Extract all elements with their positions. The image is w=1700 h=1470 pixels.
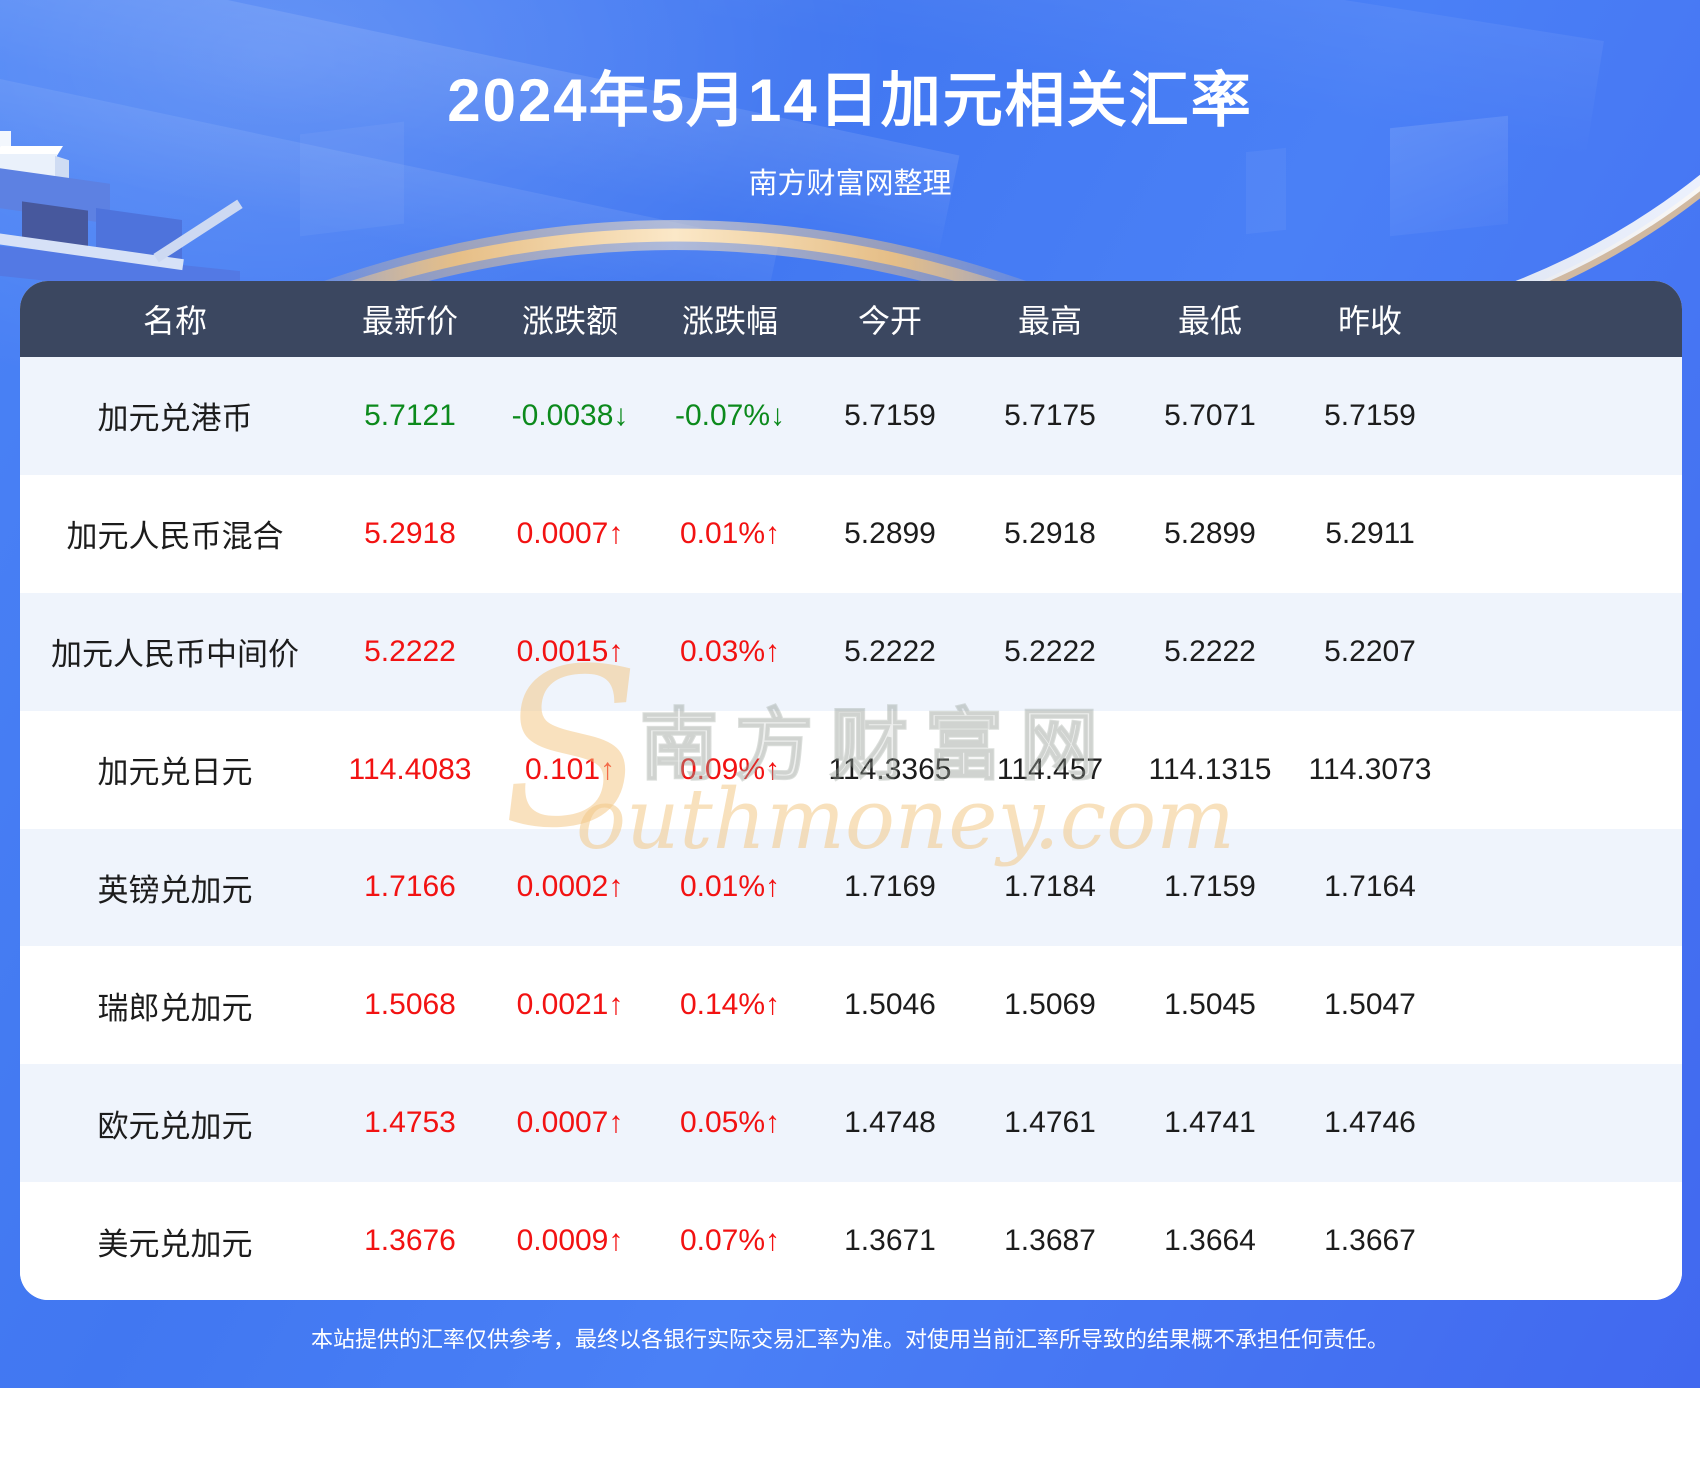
rate-row: 英镑兑加元 1.7166 0.0002↑ 0.01%↑ 1.7169 1.718… [20,828,1682,947]
latest-price-cell: 114.4083 [348,752,472,786]
latest-price-cell: 1.4753 [364,1106,456,1140]
change-percent-cell: 0.01%↑ [679,870,781,904]
prev-close-cell: 114.3073 [1308,752,1432,786]
col-header-prev-close: 昨收 [1337,303,1402,339]
change-amount-cell: 0.0002↑ [516,870,624,904]
building-decoration [153,199,243,263]
page-title: 2024年5月14日加元相关汇率 [447,67,1253,134]
change-amount-cell: 0.0009↑ [516,1224,624,1258]
prev-close-cell: 1.3667 [1324,1224,1416,1258]
change-percent-cell: 0.09%↑ [679,752,781,786]
col-header-high: 最高 [1017,303,1082,339]
low-cell: 1.4741 [1164,1106,1256,1140]
prev-close-cell: 5.2911 [1325,516,1415,550]
pair-name-cell: 加元兑日元 [97,755,253,791]
col-header-open: 今开 [857,303,922,339]
low-cell: 1.3664 [1164,1224,1256,1258]
rate-row: 加元兑日元 114.4083 0.101↑ 0.09%↑ 114.3365 11… [20,710,1682,829]
pair-name-cell: 瑞郎兑加元 [97,990,253,1026]
col-header-name: 名称 [142,303,207,339]
open-cell: 1.7169 [844,870,936,904]
high-cell: 1.5069 [1004,988,1096,1022]
open-cell: 5.2899 [844,516,936,550]
rate-row: 美元兑加元 1.3676 0.0009↑ 0.07%↑ 1.3671 1.368… [20,1182,1682,1300]
rate-row: 加元人民币混合 5.2918 0.0007↑ 0.01%↑ 5.2899 5.2… [20,474,1682,593]
open-cell: 1.4748 [844,1106,936,1140]
low-cell: 5.2222 [1164,634,1256,668]
change-percent-cell: 0.01%↑ [679,516,781,550]
high-cell: 1.7184 [1004,870,1096,904]
low-cell: 1.5045 [1164,988,1256,1022]
latest-price-cell: 1.5068 [364,988,456,1022]
prev-close-cell: 5.7159 [1324,398,1416,432]
change-amount-cell: 0.0007↑ [516,516,624,550]
open-cell: 5.7159 [844,398,936,432]
change-percent-cell: 0.07%↑ [679,1224,781,1258]
high-cell: 1.4761 [1004,1106,1096,1140]
open-cell: 1.3671 [844,1224,936,1258]
table-body: 加元兑港币 5.7121 -0.0038↓ -0.07%↓ 5.7159 5.7… [20,357,1682,1300]
col-header-latest: 最新价 [361,303,458,339]
col-header-change: 涨跌额 [521,303,618,339]
disclaimer-text: 本站提供的汇率仅供参考，最终以各银行实际交易汇率为准。对使用当前汇率所导致的结果… [310,1327,1389,1352]
high-cell: 5.2918 [1004,516,1096,550]
pair-name-cell: 加元人民币混合 [66,519,284,555]
pair-name-cell: 英镑兑加元 [97,872,253,908]
building-decoration [22,201,88,257]
low-cell: 114.1315 [1148,752,1272,786]
latest-price-cell: 5.7121 [364,398,456,432]
col-header-low: 最低 [1177,303,1242,339]
pair-name-cell: 加元人民币中间价 [51,637,299,673]
building-decoration [0,232,184,271]
change-percent-cell: 0.14%↑ [679,988,781,1022]
prev-close-cell: 1.4746 [1324,1106,1416,1140]
latest-price-cell: 1.3676 [364,1224,456,1258]
change-amount-cell: 0.101↑ [524,752,616,786]
high-cell: 5.7175 [1004,398,1096,432]
pair-name-cell: 美元兑加元 [97,1226,253,1262]
prev-close-cell: 1.5047 [1324,988,1416,1022]
change-percent-cell: 0.03%↑ [679,634,781,668]
page-subtitle: 南方财富网整理 [748,168,952,200]
latest-price-cell: 5.2918 [364,516,456,550]
high-cell: 114.457 [996,752,1104,786]
change-amount-cell: 0.0015↑ [516,634,624,668]
rate-row: 加元人民币中间价 5.2222 0.0015↑ 0.03%↑ 5.2222 5.… [20,592,1682,711]
rate-row: 加元兑港币 5.7121 -0.0038↓ -0.07%↓ 5.7159 5.7… [20,357,1682,475]
table-header-row: 名称 最新价 涨跌额 涨跌幅 今开 最高 最低 昨收 [20,281,1682,357]
low-cell: 5.7071 [1164,398,1256,432]
low-cell: 5.2899 [1164,516,1256,550]
high-cell: 1.3687 [1004,1224,1096,1258]
open-cell: 5.2222 [844,634,936,668]
change-percent-cell: -0.07%↓ [674,398,786,432]
high-cell: 5.2222 [1004,634,1096,668]
prev-close-cell: 5.2207 [1324,634,1416,668]
latest-price-cell: 5.2222 [364,634,456,668]
building-decoration [96,207,182,291]
latest-price-cell: 1.7166 [364,870,456,904]
open-cell: 1.5046 [844,988,936,1022]
col-header-change-pct: 涨跌幅 [681,303,778,339]
open-cell: 114.3365 [828,752,952,786]
low-cell: 1.7159 [1164,870,1256,904]
rate-table: 名称 最新价 涨跌额 涨跌幅 今开 最高 最低 昨收 加元兑港币 5.7121 … [20,281,1682,1300]
change-amount-cell: 0.0021↑ [516,988,624,1022]
rate-row: 欧元兑加元 1.4753 0.0007↑ 0.05%↑ 1.4748 1.476… [20,1064,1682,1183]
change-amount-cell: 0.0007↑ [516,1106,624,1140]
rate-row: 瑞郎兑加元 1.5068 0.0021↑ 0.14%↑ 1.5046 1.506… [20,946,1682,1065]
pair-name-cell: 欧元兑加元 [97,1108,253,1144]
prev-close-cell: 1.7164 [1324,870,1416,904]
change-amount-cell: -0.0038↓ [511,398,629,432]
change-percent-cell: 0.05%↑ [679,1106,781,1140]
pair-name-cell: 加元兑港币 [97,401,253,437]
